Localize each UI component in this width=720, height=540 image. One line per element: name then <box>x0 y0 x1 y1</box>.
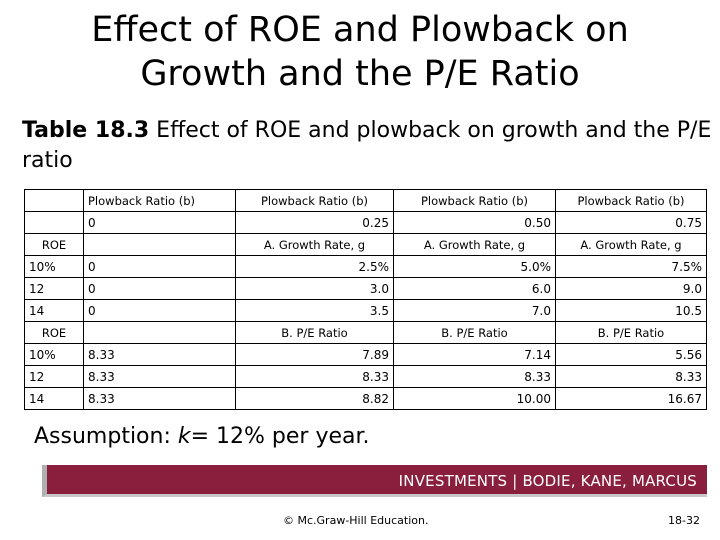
table-cell: 5.56 <box>555 343 707 366</box>
table-cell: 0 <box>83 277 236 300</box>
section-header: B. P/E Ratio <box>393 321 556 344</box>
slide-title: Effect of ROE and Plowback on Growth and… <box>0 8 720 96</box>
page-number: 18-32 <box>668 514 700 527</box>
title-line-1: Effect of ROE and Plowback on <box>91 10 629 50</box>
table-cell: 0 <box>83 255 236 278</box>
table-row: ROE B. P/E Ratio B. P/E Ratio B. P/E Rat… <box>24 321 707 344</box>
section-header: A. Growth Rate, g <box>235 233 394 256</box>
table-row: Plowback Ratio (b) Plowback Ratio (b) Pl… <box>24 189 707 212</box>
roe-value: 14 <box>24 299 84 322</box>
column-header: Plowback Ratio (b) <box>83 189 236 212</box>
table-cell: 8.33 <box>83 387 236 410</box>
table-cell: 7.5% <box>555 255 707 278</box>
table-cell: 8.33 <box>555 365 707 388</box>
table-row: 12 0 3.0 6.0 9.0 <box>24 277 707 300</box>
roe-plowback-table: Plowback Ratio (b) Plowback Ratio (b) Pl… <box>24 189 707 410</box>
plowback-value: 0 <box>83 211 236 234</box>
section-header: B. P/E Ratio <box>235 321 394 344</box>
table-cell: 7.89 <box>235 343 394 366</box>
table-cell <box>24 211 84 234</box>
table-cell: 8.33 <box>393 365 556 388</box>
table-number: Table 18.3 <box>22 118 150 143</box>
roe-label: ROE <box>24 233 84 256</box>
assumption-prefix: Assumption: <box>34 424 178 449</box>
roe-value: 12 <box>24 365 84 388</box>
table-cell: 6.0 <box>393 277 556 300</box>
table-cell: 10.00 <box>393 387 556 410</box>
roe-value: 10% <box>24 255 84 278</box>
roe-value: 10% <box>24 343 84 366</box>
plowback-value: 0.50 <box>393 211 556 234</box>
table-cell: 9.0 <box>555 277 707 300</box>
table-row: 12 8.33 8.33 8.33 8.33 <box>24 365 707 388</box>
assumption-text: = 12% per year. <box>190 424 370 449</box>
table-row: ROE A. Growth Rate, g A. Growth Rate, g … <box>24 233 707 256</box>
table-cell: 8.33 <box>83 365 236 388</box>
title-line-2: Growth and the P/E Ratio <box>140 54 580 94</box>
table-cell: 3.0 <box>235 277 394 300</box>
plowback-value: 0.25 <box>235 211 394 234</box>
plowback-value: 0.75 <box>555 211 707 234</box>
table-caption-text: Effect of ROE and plowback on growth and… <box>22 118 712 173</box>
table-cell <box>24 189 84 212</box>
table-cell: 10.5 <box>555 299 707 322</box>
table-caption: Table 18.3 Effect of ROE and plowback on… <box>22 116 712 176</box>
table-row: 10% 0 2.5% 5.0% 7.5% <box>24 255 707 278</box>
table-row: 0 0.25 0.50 0.75 <box>24 211 707 234</box>
table-row: 14 0 3.5 7.0 10.5 <box>24 299 707 322</box>
copyright-notice: © Mc.Graw-Hill Education. <box>283 514 429 527</box>
column-header: Plowback Ratio (b) <box>393 189 556 212</box>
table-cell: 2.5% <box>235 255 394 278</box>
table-cell: 8.33 <box>235 365 394 388</box>
column-header: Plowback Ratio (b) <box>235 189 394 212</box>
table-cell: 8.82 <box>235 387 394 410</box>
roe-value: 12 <box>24 277 84 300</box>
table-cell: 8.33 <box>83 343 236 366</box>
table-cell: 7.14 <box>393 343 556 366</box>
table-cell: 3.5 <box>235 299 394 322</box>
table-row: 10% 8.33 7.89 7.14 5.56 <box>24 343 707 366</box>
table-row: 14 8.33 8.82 10.00 16.67 <box>24 387 707 410</box>
table-cell: 0 <box>83 299 236 322</box>
table-cell <box>83 321 236 344</box>
table-cell: 16.67 <box>555 387 707 410</box>
table-cell: 5.0% <box>393 255 556 278</box>
publisher-banner: INVESTMENTS | BODIE, KANE, MARCUS <box>42 465 707 497</box>
assumption-note: Assumption: k= 12% per year. <box>34 424 370 449</box>
assumption-variable: k <box>177 424 191 449</box>
table-cell: 7.0 <box>393 299 556 322</box>
section-header: A. Growth Rate, g <box>555 233 707 256</box>
roe-label: ROE <box>24 321 84 344</box>
roe-value: 14 <box>24 387 84 410</box>
section-header: B. P/E Ratio <box>555 321 707 344</box>
banner-text: INVESTMENTS | BODIE, KANE, MARCUS <box>398 472 697 490</box>
section-header: A. Growth Rate, g <box>393 233 556 256</box>
column-header: Plowback Ratio (b) <box>555 189 707 212</box>
table-cell <box>83 233 236 256</box>
